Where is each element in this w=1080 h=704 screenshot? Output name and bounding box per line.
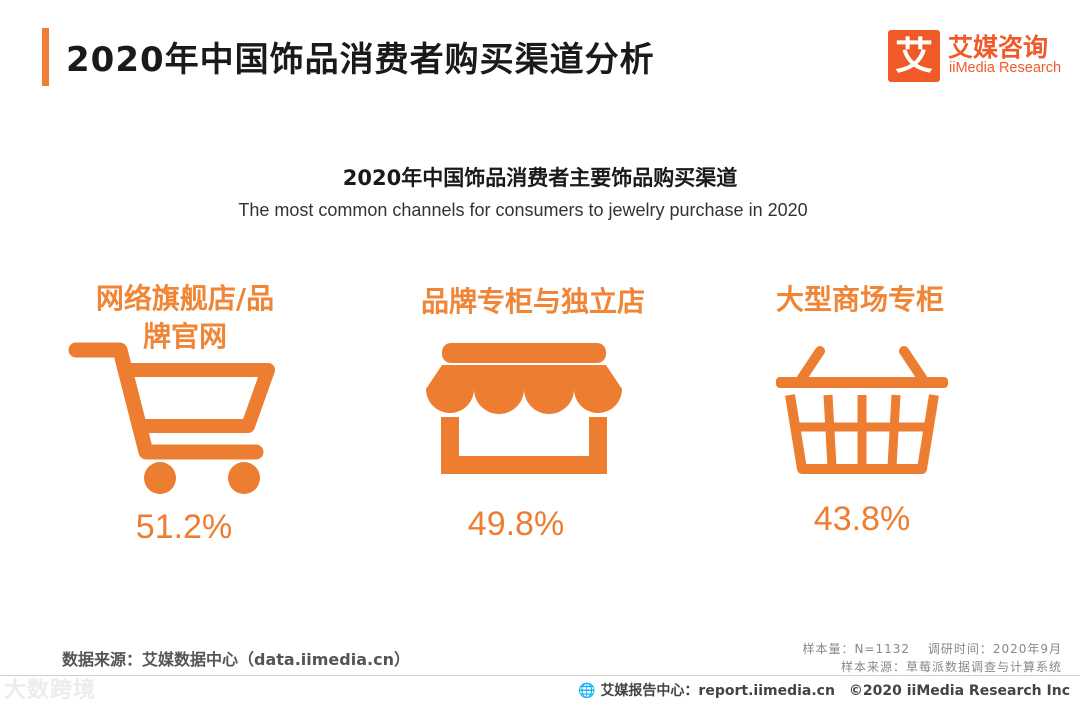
logo-mark: 艾 bbox=[888, 30, 940, 82]
title-accent-bar bbox=[42, 28, 49, 86]
category-label-line: 网络旗舰店/品 bbox=[95, 282, 275, 315]
sample-source: 样本来源：草莓派数据调查与计算系统 bbox=[840, 660, 1062, 674]
category-label-brand-store: 品牌专柜与独立店 bbox=[388, 283, 678, 321]
chart-subtitle: The most common channels for consumers t… bbox=[238, 200, 808, 220]
category-label-line: 牌官网 bbox=[142, 320, 227, 353]
footer-label: 艾媒报告中心：report.iimedia.cn ©2020 iiMedia R… bbox=[600, 683, 1070, 699]
value-label-mall: 43.8% bbox=[813, 500, 911, 538]
category-label-line: 品牌专柜与独立店 bbox=[420, 285, 645, 318]
shopping-basket-icon bbox=[776, 346, 948, 474]
page-title: 2020年中国饰品消费者购买渠道分析 bbox=[66, 40, 655, 80]
watermark: 大数跨境 bbox=[4, 678, 97, 703]
footer-divider bbox=[0, 675, 1080, 676]
category-label-online: 网络旗舰店/品 牌官网 bbox=[60, 280, 310, 356]
logo-name-en: iiMedia Research bbox=[949, 60, 1062, 76]
storefront-icon bbox=[426, 343, 622, 474]
value-label-brand-store: 49.8% bbox=[467, 505, 565, 543]
iimedia-logo: 艾 艾媒咨询 iiMedia Research bbox=[888, 30, 1062, 82]
category-label-mall: 大型商场专柜 bbox=[740, 281, 980, 319]
category-label-line: 大型商场专柜 bbox=[775, 283, 944, 316]
logo-name-cn: 艾媒咨询 bbox=[948, 33, 1049, 62]
globe-icon: 🌐 bbox=[578, 683, 596, 699]
chart-title: 2020年中国饰品消费者主要饰品购买渠道 bbox=[342, 166, 738, 190]
shopping-cart-icon bbox=[68, 342, 275, 494]
footer-text: 🌐 艾媒报告中心：report.iimedia.cn ©2020 iiMedia… bbox=[578, 680, 1070, 700]
data-source: 数据来源：艾媒数据中心（data.iimedia.cn） bbox=[62, 650, 410, 669]
value-label-online: 51.2% bbox=[135, 508, 233, 546]
sample-info: 样本量：N=1132 调研时间：2020年9月 bbox=[802, 642, 1062, 656]
